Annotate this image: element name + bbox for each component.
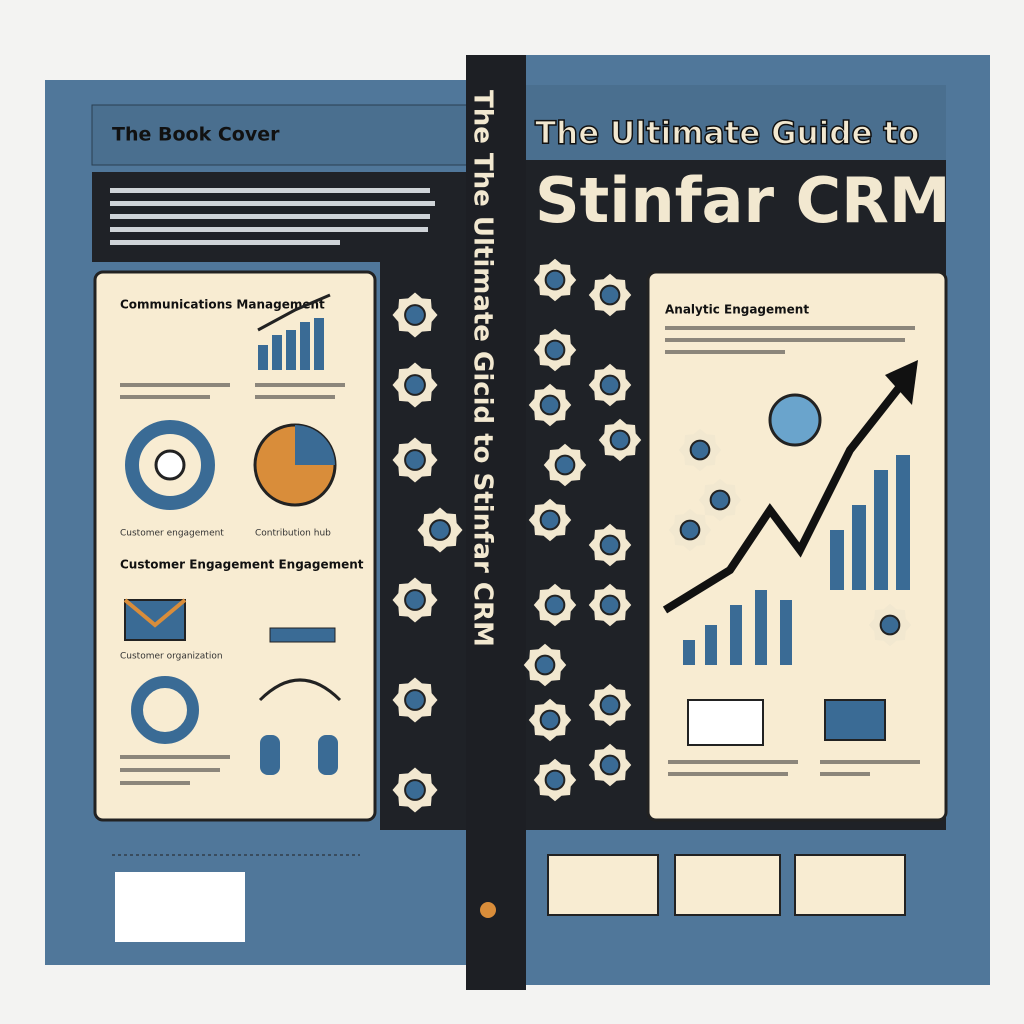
back-blurb bbox=[110, 188, 435, 245]
gear-icon bbox=[678, 428, 722, 472]
caption: Customer organization bbox=[120, 652, 223, 662]
gear-icon bbox=[698, 478, 742, 522]
gear-icon bbox=[392, 677, 438, 723]
front-title-line2: Stinfar CRM bbox=[535, 164, 951, 237]
caption: Contribution hub bbox=[255, 529, 331, 539]
mini-chart bbox=[257, 293, 331, 370]
gear-icon bbox=[588, 583, 632, 627]
front-title-line1: The Ultimate Guide to bbox=[535, 116, 919, 152]
gear-icon bbox=[528, 698, 572, 742]
gear-icon bbox=[588, 523, 632, 567]
gear-icon bbox=[392, 362, 438, 408]
gear-icon bbox=[533, 583, 577, 627]
gear-icon bbox=[417, 507, 463, 553]
gear-icon bbox=[528, 498, 572, 542]
gear-icon bbox=[523, 643, 567, 687]
gear-icon bbox=[533, 258, 577, 302]
gear-icon bbox=[588, 273, 632, 317]
back-title-band bbox=[91, 104, 471, 166]
gear-icon bbox=[868, 603, 912, 647]
donut bbox=[125, 420, 215, 510]
gear-icon bbox=[392, 577, 438, 623]
caption: Customer engagement bbox=[120, 529, 224, 539]
gear-icon bbox=[588, 743, 632, 787]
gear-icon bbox=[543, 443, 587, 487]
panel-heading: Communications Management bbox=[120, 298, 325, 312]
gear-icon bbox=[392, 767, 438, 813]
back-title: The Book Cover bbox=[112, 124, 280, 146]
gear-icon bbox=[528, 383, 572, 427]
growth-chart bbox=[662, 360, 918, 665]
gear-icon bbox=[588, 683, 632, 727]
panel-heading: Customer Engagement Engagement bbox=[120, 558, 364, 572]
barcode-box bbox=[115, 872, 245, 942]
gear-icon bbox=[533, 328, 577, 372]
gear-icon bbox=[533, 758, 577, 802]
gear-icon bbox=[392, 292, 438, 338]
spine bbox=[466, 55, 526, 990]
gear-icon bbox=[668, 508, 712, 552]
panel-heading: Analytic Engagement bbox=[665, 303, 809, 317]
gear-icon bbox=[598, 418, 642, 462]
gear-icon bbox=[588, 363, 632, 407]
spine-title: The The Ultimate Gicid to Stinfar CRM bbox=[468, 90, 498, 647]
gear-icon bbox=[392, 437, 438, 483]
